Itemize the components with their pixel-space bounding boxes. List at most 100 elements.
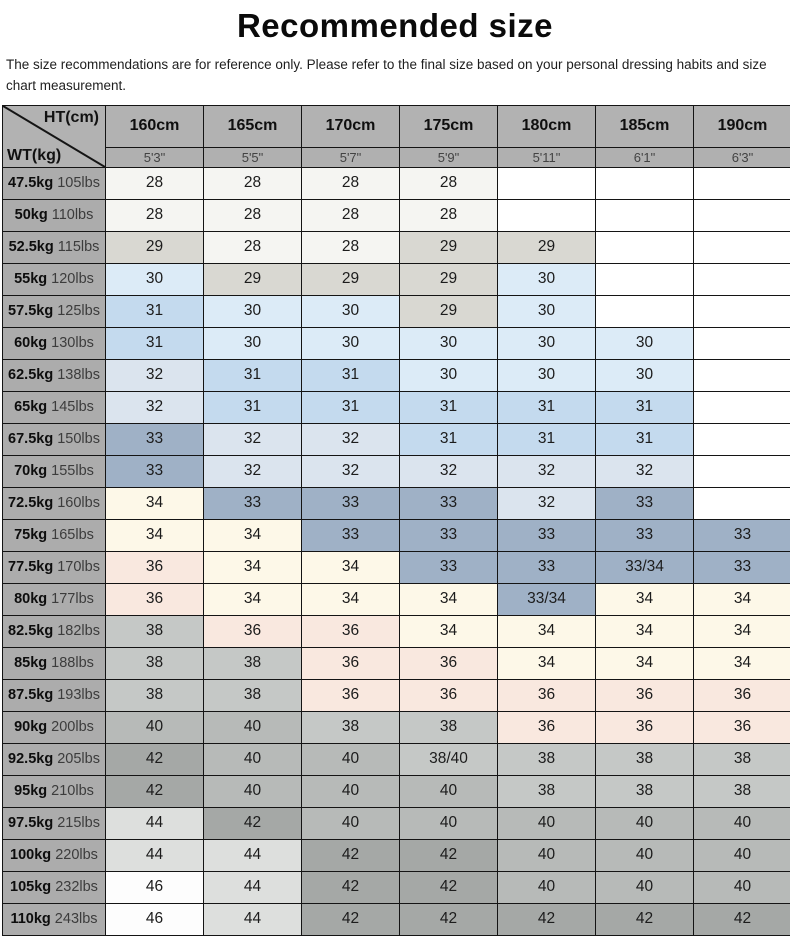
empty-size-cell: [693, 358, 790, 392]
weight-row-77.5kg: 77.5kg 170lbs 36 34 34 33 33 33/34 33: [2, 550, 790, 584]
size-cell: 29: [203, 262, 302, 296]
weight-lbs-value: 160lbs: [53, 495, 100, 512]
size-cell: 30: [497, 294, 596, 328]
size-cell: 30: [301, 294, 400, 328]
size-cell: 40: [105, 710, 204, 744]
weight-row-47.5kg: 47.5kg 105lbs 28 28 28 28: [2, 166, 790, 200]
weight-kg-value: 80kg: [14, 591, 48, 608]
weight-lbs-value: 243lbs: [50, 911, 98, 928]
size-cell: 34: [203, 518, 302, 552]
empty-size-cell: [595, 198, 694, 232]
size-cell: 29: [399, 294, 498, 328]
size-cell: 36: [497, 678, 596, 712]
size-cell: 40: [595, 806, 694, 840]
height-column-header-175cm: 175cm: [399, 104, 498, 148]
page-subtitle: The size recommendations are for referen…: [6, 57, 767, 93]
empty-size-cell: [497, 198, 596, 232]
size-cell: 30: [595, 358, 694, 392]
size-cell: 30: [203, 326, 302, 360]
size-cell: 40: [693, 806, 790, 840]
size-cell: 32: [595, 454, 694, 488]
empty-size-cell: [693, 422, 790, 456]
height-column-subheader-5: 5'11": [497, 146, 596, 168]
weight-lbs-value: 125lbs: [53, 303, 100, 320]
size-cell: 31: [595, 422, 694, 456]
size-cell: 28: [105, 166, 204, 200]
size-cell: 30: [497, 326, 596, 360]
weight-row-72.5kg: 72.5kg 160lbs 34 33 33 33 32 33: [2, 486, 790, 520]
empty-size-cell: [693, 262, 790, 296]
size-cell: 38: [105, 614, 204, 648]
weight-row-50kg: 50kg 110lbs 28 28 28 28: [2, 198, 790, 232]
size-cell: 31: [105, 294, 204, 328]
weight-row-label: 110kg 243lbs: [2, 902, 106, 936]
weight-lbs-value: 150lbs: [53, 431, 100, 448]
weight-lbs-value: 232lbs: [51, 879, 98, 896]
weight-kg-value: 57.5kg: [8, 303, 54, 320]
weight-row-label: 65kg 145lbs: [2, 390, 106, 424]
size-cell: 34: [693, 582, 790, 616]
weight-kg-value: 95kg: [14, 783, 48, 800]
size-cell: 30: [203, 294, 302, 328]
size-cell: 28: [301, 198, 400, 232]
size-cell: 33: [693, 550, 790, 584]
weight-row-label: 52.5kg 115lbs: [2, 230, 106, 264]
size-cell: 36: [497, 710, 596, 744]
weight-row-75kg: 75kg 165lbs 34 34 33 33 33 33 33: [2, 518, 790, 552]
size-cell: 42: [105, 774, 204, 808]
weight-row-label: 67.5kg 150lbs: [2, 422, 106, 456]
weight-row-label: 90kg 200lbs: [2, 710, 106, 744]
weight-kg-value: 67.5kg: [8, 431, 54, 448]
empty-size-cell: [497, 166, 596, 200]
size-cell: 40: [693, 838, 790, 872]
size-cell: 42: [105, 742, 204, 776]
size-cell: 31: [399, 422, 498, 456]
size-cell: 34: [203, 550, 302, 584]
size-cell: 30: [595, 326, 694, 360]
size-cell: 32: [203, 454, 302, 488]
size-cell: 28: [203, 198, 302, 232]
weight-row-label: 72.5kg 160lbs: [2, 486, 106, 520]
size-cell: 31: [301, 390, 400, 424]
empty-size-cell: [693, 326, 790, 360]
size-cell: 31: [301, 358, 400, 392]
weight-lbs-value: 182lbs: [53, 623, 100, 640]
corner-header-cell: HT(cm) WT(kg): [2, 104, 106, 168]
size-cell: 31: [399, 390, 498, 424]
size-cell: 29: [105, 230, 204, 264]
weight-lbs-value: 188lbs: [47, 655, 94, 672]
page-title: Recommended size: [236, 7, 554, 44]
size-cell: 31: [497, 390, 596, 424]
size-cell: 40: [497, 806, 596, 840]
empty-size-cell: [693, 454, 790, 488]
size-cell: 40: [497, 838, 596, 872]
size-cell: 38: [693, 742, 790, 776]
empty-size-cell: [693, 294, 790, 328]
size-cell: 34: [301, 582, 400, 616]
size-cell: 34: [301, 550, 400, 584]
weight-kg-value: 82.5kg: [8, 623, 54, 640]
weight-kg-value: 60kg: [14, 335, 48, 352]
size-cell: 34: [693, 614, 790, 648]
table-header: HT(cm) WT(kg) 160cm 165cm 170cm 175cm 180cm 1…: [2, 104, 790, 168]
size-cell: 32: [301, 454, 400, 488]
size-cell: 42: [399, 902, 498, 936]
size-cell: 34: [595, 582, 694, 616]
weight-row-67.5kg: 67.5kg 150lbs 33 32 32 31 31 31: [2, 422, 790, 456]
size-cell: 33: [497, 518, 596, 552]
size-cell: 36: [301, 646, 400, 680]
weight-lbs-value: 170lbs: [53, 559, 100, 576]
size-cell: 33: [693, 518, 790, 552]
size-cell: 31: [595, 390, 694, 424]
empty-size-cell: [693, 230, 790, 264]
size-cell: 33: [203, 486, 302, 520]
size-cell: 40: [595, 870, 694, 904]
size-cell: 38: [497, 774, 596, 808]
size-cell: 33: [301, 518, 400, 552]
height-cm-row: HT(cm) WT(kg) 160cm 165cm 170cm 175cm 180cm 1…: [2, 104, 790, 168]
size-cell: 40: [203, 710, 302, 744]
size-cell: 36: [203, 614, 302, 648]
size-cell: 34: [497, 646, 596, 680]
size-cell: 36: [105, 582, 204, 616]
size-cell: 30: [497, 358, 596, 392]
